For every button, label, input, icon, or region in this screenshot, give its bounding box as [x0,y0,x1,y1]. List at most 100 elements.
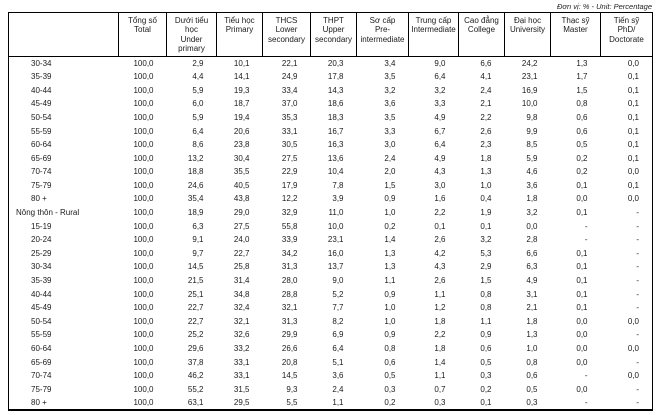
table-row: 25-29 100,0 9,7 22,7 34,2 16,0 1,3 4,2 5,3 6,6 0,1… [9,247,653,261]
cell: 0,2 [480,384,492,394]
cell: 4,1 [480,72,492,82]
cell: 8,2 [332,316,344,326]
cell: 1,7 [576,72,588,82]
cell: 25,1 [187,289,204,299]
cell: 6,7 [434,126,446,136]
cell: 23,8 [233,140,250,150]
cell: 32,1 [233,316,250,326]
cell: 22,7 [233,248,250,258]
cell: 14,3 [327,85,344,95]
cell: 0,0 [576,384,588,394]
cell: 2,4 [480,85,492,95]
cell: 2,2 [434,208,446,218]
cell: 100,0 [133,167,154,177]
cell: 27,5 [233,221,250,231]
cell: 100,0 [133,72,154,82]
cell: 4,9 [526,276,538,286]
cell: 10,1 [233,58,250,68]
cell: 0,4 [480,194,492,204]
cell: 33,4 [281,85,298,95]
cell: 100,0 [133,289,154,299]
row-label: 65-69 [31,153,52,163]
cell: 6,4 [192,126,204,136]
row-label: 80 + [31,194,47,204]
cell: 24,6 [187,180,204,190]
cell: 40,5 [233,180,250,190]
cell: 1,0 [384,316,396,326]
cell: 4,3 [434,262,446,272]
cell: 0,5 [480,357,492,367]
cell: 23,1 [327,235,344,245]
cell: 31,4 [233,276,250,286]
cell: 0,1 [627,85,639,95]
table-row: 40-44 100,0 5,9 19,3 33,4 14,3 3,2 3,2 2,4 16,9 1,… [9,83,653,97]
cell: 9,1 [192,235,204,245]
table-row: 50-54 100,0 22,7 32,1 31,3 8,2 1,0 1,8 1,1 1,8 0,0… [9,315,653,329]
cell: 0,1 [480,397,492,407]
cell: 19,3 [233,85,250,95]
cell: 0,6 [576,112,588,122]
cell: 100,0 [133,344,154,354]
cell: 0,5 [526,384,538,394]
cell: 0,0 [576,330,588,340]
row-label: 25-29 [31,248,52,258]
row-label: 70-74 [31,371,52,381]
cell: 100,0 [133,235,154,245]
cell: 2,6 [480,126,492,136]
row-label: 65-69 [31,357,52,367]
header-lower-secondary: THCS Lower secondary [262,12,311,57]
cell: 1,8 [526,316,538,326]
cell: 100,0 [133,357,154,367]
cell: 0,8 [384,344,396,354]
cell: - [636,262,639,272]
cell: 5,2 [332,289,344,299]
cell: 25,8 [233,262,250,272]
table-row: 70-74 100,0 46,2 33,1 14,5 3,6 0,5 1,1 0,3 0,6 - 0,… [9,369,653,383]
header-upper-secondary: THPT Upper secondary [310,12,357,57]
cell: 33,1 [233,371,250,381]
cell: 18,7 [233,99,250,109]
cell: 1,1 [434,371,446,381]
cell: - [584,235,588,245]
cell: 0,9 [480,330,492,340]
row-label: 45-49 [31,303,52,313]
cell: 0,2 [576,153,588,163]
cell: 19,4 [233,112,250,122]
cell: 10,0 [327,221,344,231]
cell: 33,1 [233,357,250,367]
cell: 3,6 [526,180,538,190]
cell: 12,2 [281,194,298,204]
cell: 14,5 [187,262,204,272]
header-university: Đại học University [504,12,551,57]
cell: - [636,357,639,367]
cell: 3,0 [434,180,446,190]
cell: 22,7 [187,316,204,326]
cell: 31,5 [233,384,250,394]
cell: 2,1 [480,99,492,109]
cell: 0,1 [627,72,639,82]
cell: 0,1 [627,126,639,136]
cell: 18,6 [327,99,344,109]
cell: 0,1 [434,221,446,231]
cell: 1,0 [384,303,396,313]
row-label: 50-54 [31,316,52,326]
cell: 2,0 [384,167,396,177]
cell: 20,8 [281,357,298,367]
cell: 2,2 [480,112,492,122]
row-label: 30-34 [31,262,52,272]
cell: 7,7 [332,303,344,313]
cell: 1,3 [526,330,538,340]
cell: 100,0 [133,262,154,272]
cell: 3,5 [384,72,396,82]
cell: 2,6 [434,235,446,245]
cell: 0,3 [480,371,492,381]
cell: 1,3 [576,58,588,68]
cell: 10,0 [521,99,538,109]
cell: 22,7 [187,303,204,313]
cell: 0,8 [576,99,588,109]
header-pre-intermediate: Sơ cấp Pre- intermediate [356,12,409,57]
cell: 34,2 [281,248,298,258]
cell: 0,2 [384,397,396,407]
cell: 0,1 [576,289,588,299]
cell: 100,0 [133,99,154,109]
